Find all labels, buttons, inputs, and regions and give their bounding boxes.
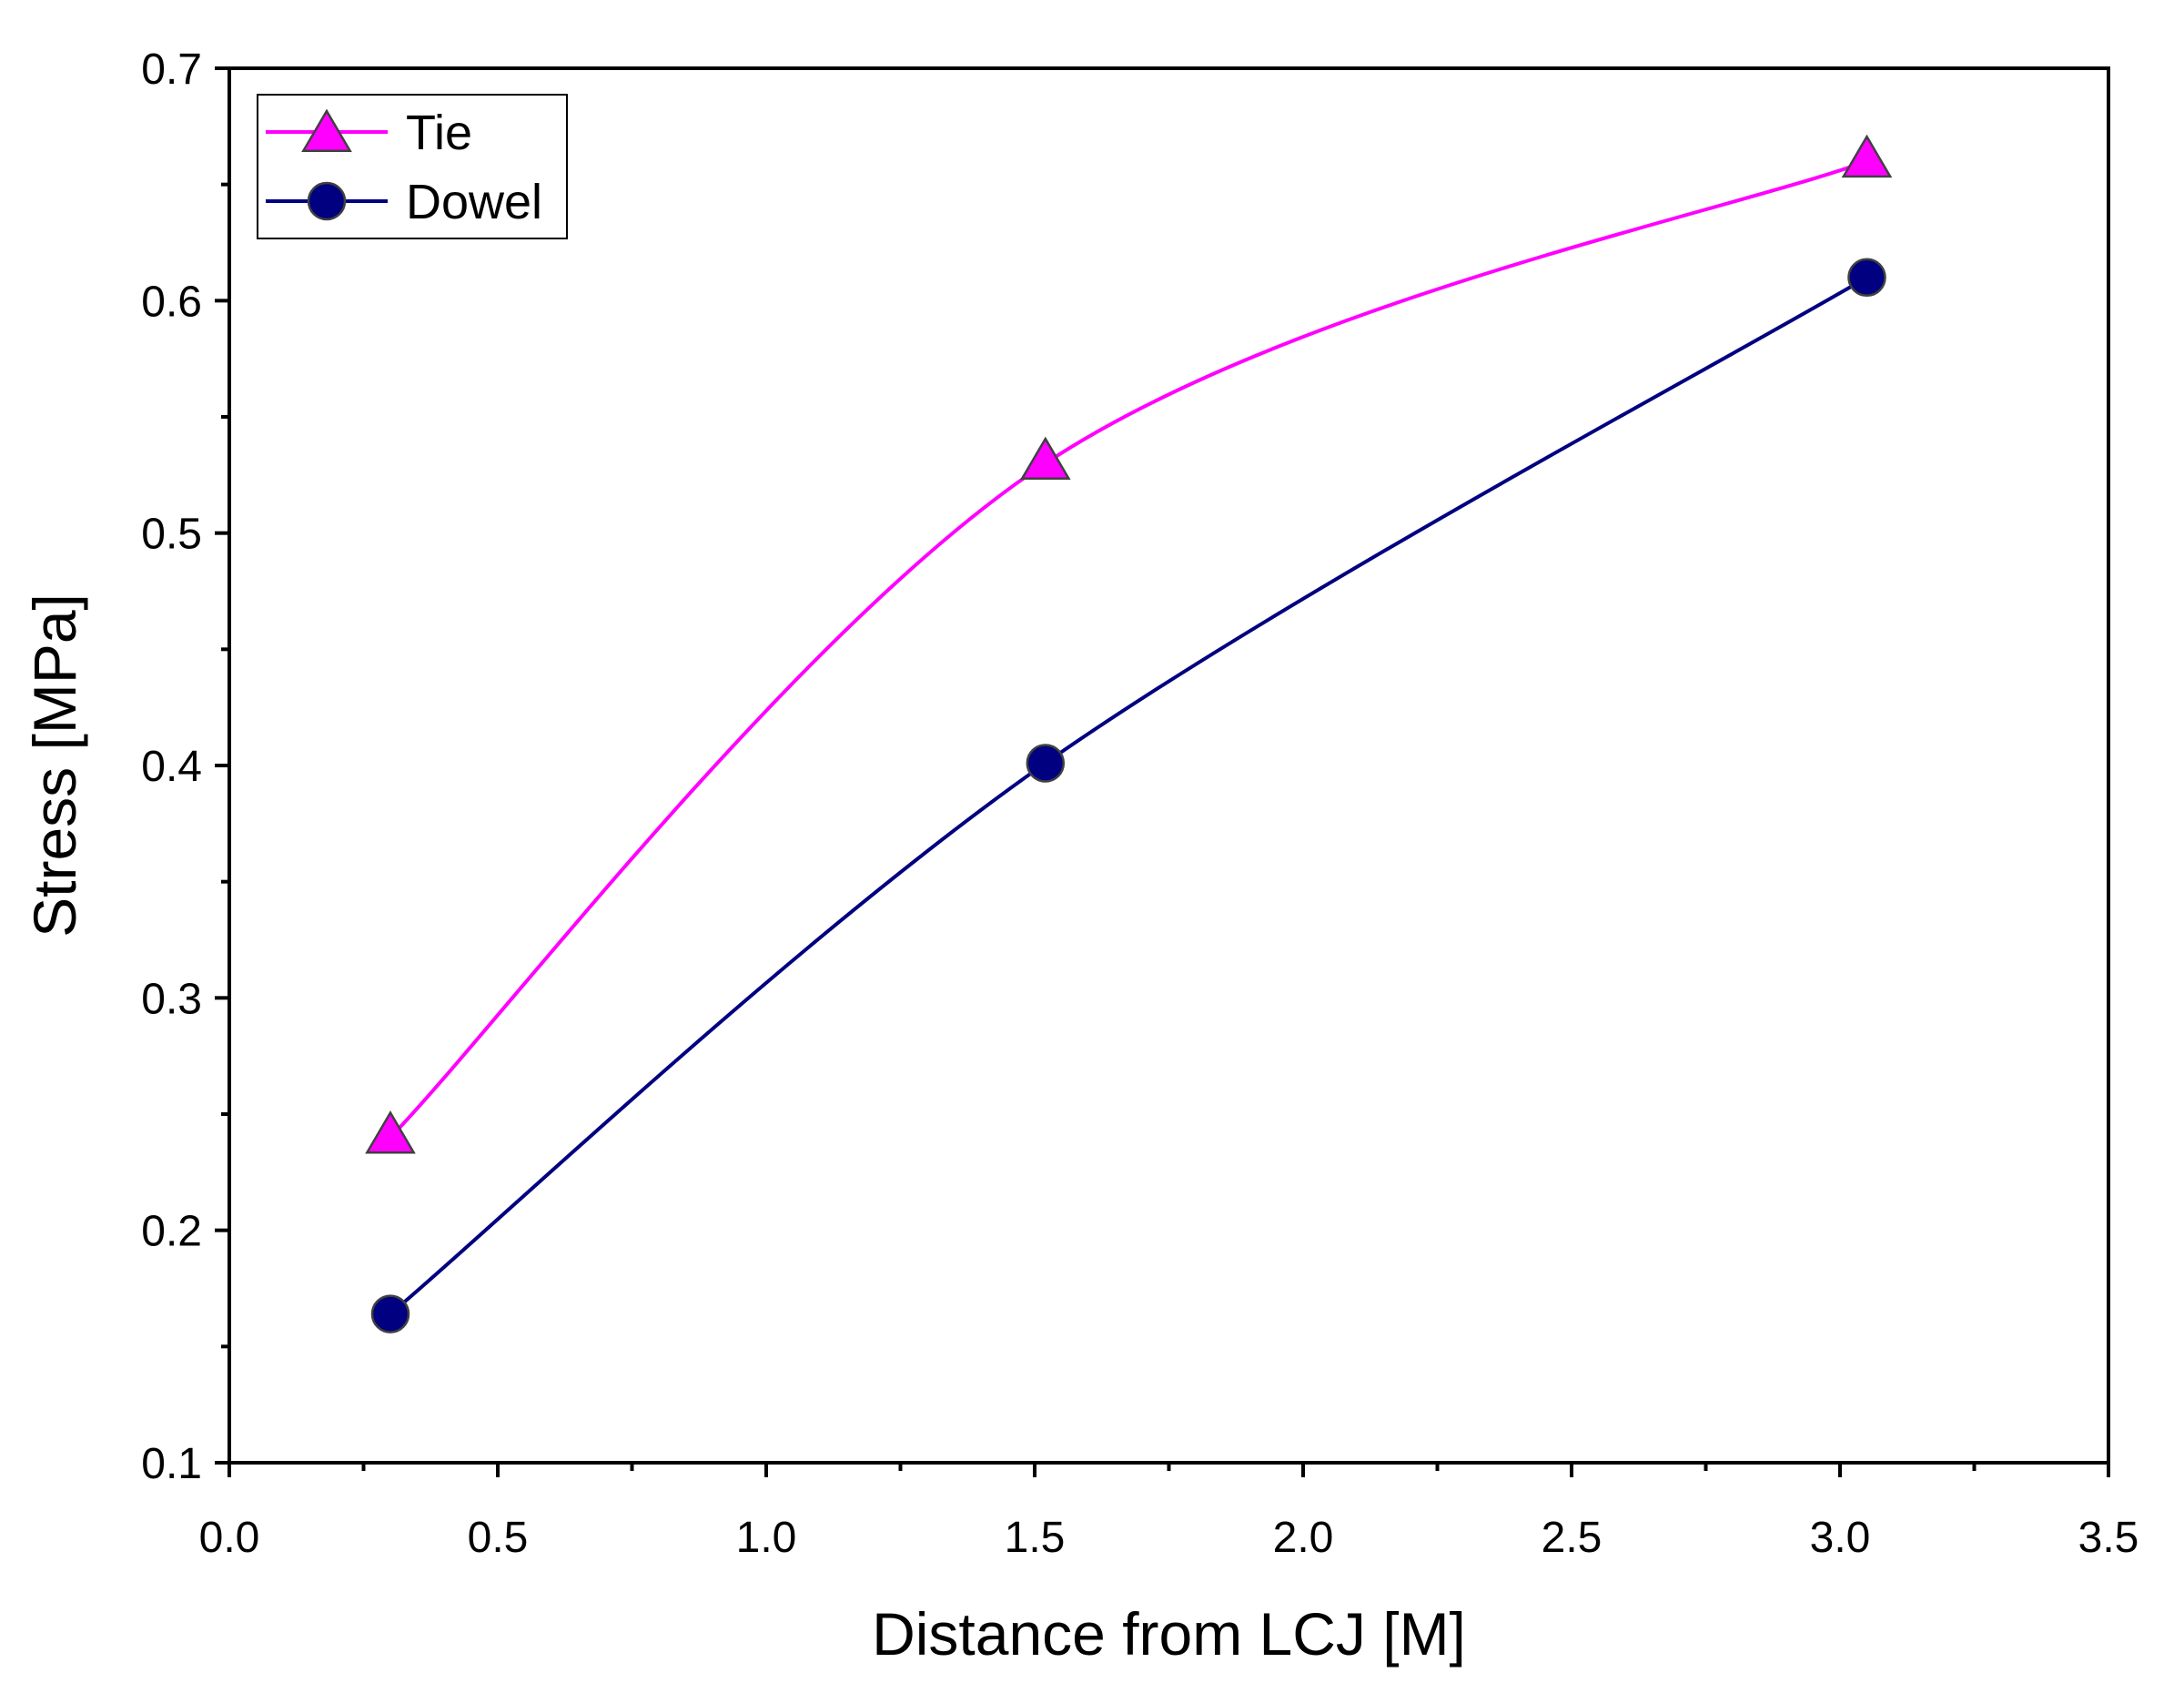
legend-label-tie: Tie <box>406 106 472 160</box>
data-point-dowel <box>1847 258 1886 298</box>
y-tick-label: 0.3 <box>141 975 202 1023</box>
y-tick-label: 0.7 <box>141 46 202 94</box>
data-point-dowel <box>1026 744 1066 783</box>
tick-labels: 0.0 0.5 1.0 1.5 2.0 2.5 3.0 3.5 0.1 0.2 0.3 0.4 0.5 0… <box>141 46 2138 1562</box>
legend-label-dowel: Dowel <box>406 175 542 229</box>
data-point-dowel <box>370 1294 410 1333</box>
series-line-dowel <box>389 276 1868 1316</box>
x-tick-label: 2.5 <box>1542 1514 1603 1562</box>
x-tick-label: 0.5 <box>468 1514 529 1562</box>
x-tick-label: 1.5 <box>1005 1514 1066 1562</box>
series-line-tie <box>389 159 1868 1139</box>
plot-frame <box>228 66 2110 1465</box>
data-point-tie <box>365 1110 416 1154</box>
y-axis-title: Stress [MPa] <box>21 593 88 938</box>
legend-marker-dowel <box>307 181 347 221</box>
x-axis-title: Distance from LCJ [M] <box>872 1600 1466 1668</box>
x-tick-label: 1.0 <box>736 1514 797 1562</box>
data-point-tie <box>1019 436 1071 481</box>
y-tick-label: 0.5 <box>141 511 202 559</box>
x-tick-label: 3.5 <box>2078 1514 2139 1562</box>
y-tick-label: 0.4 <box>141 743 202 791</box>
data-point-tie <box>1841 134 1893 178</box>
plot-series <box>365 134 1893 1333</box>
legend-box <box>257 94 568 239</box>
y-tick-label: 0.6 <box>141 278 202 326</box>
x-tick-label: 2.0 <box>1273 1514 1334 1562</box>
legend-marker-tie <box>301 108 352 152</box>
axis-ticks <box>215 66 2110 1477</box>
y-tick-label: 0.2 <box>141 1208 202 1256</box>
y-tick-label: 0.1 <box>141 1440 202 1488</box>
legend: Tie Dowel <box>257 94 568 239</box>
x-tick-label: 0.0 <box>199 1514 260 1562</box>
x-tick-label: 3.0 <box>1810 1514 1871 1562</box>
